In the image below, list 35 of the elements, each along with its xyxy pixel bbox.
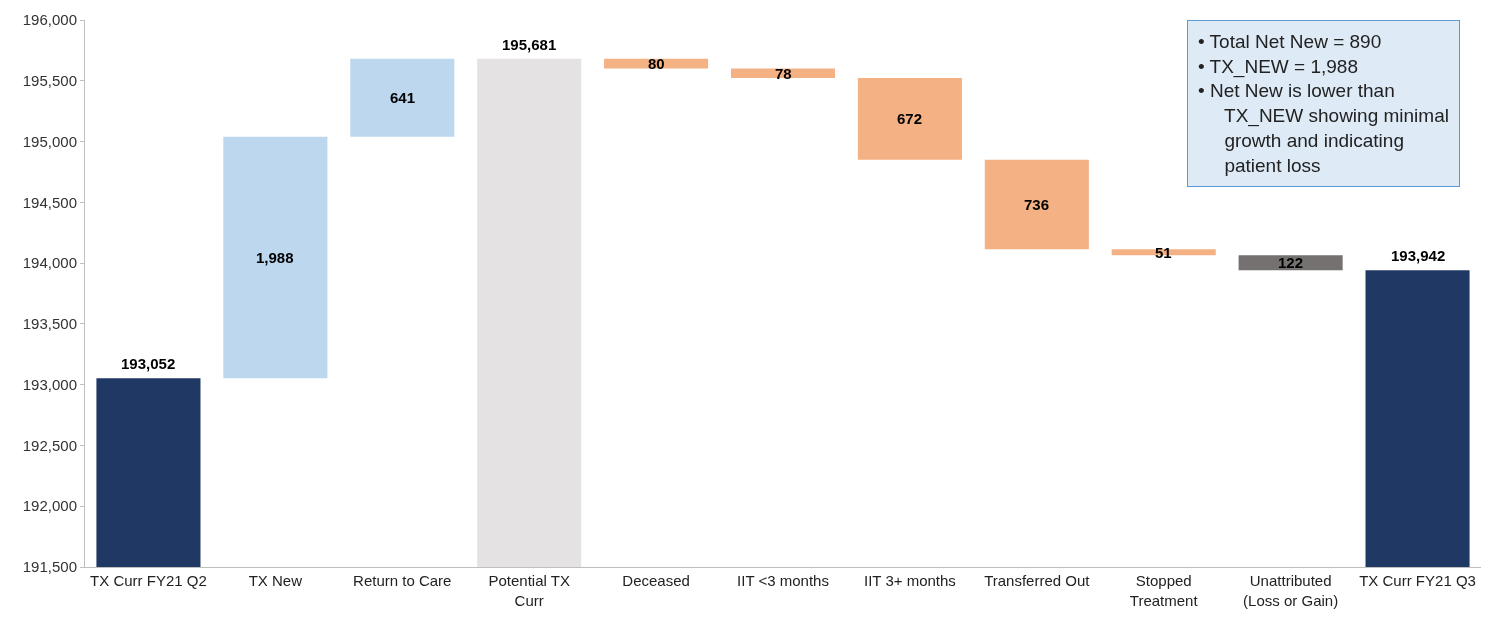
y-tick-label: 194,000: [22, 254, 77, 272]
annotation: • Net New is lower than TX_NEW showing minimal growth and indicating patient loss: [1198, 80, 1449, 176]
y-tick-label: 192,500: [22, 436, 77, 454]
data-label: 1,988: [256, 249, 294, 266]
data-label: 80: [648, 55, 665, 72]
y-tick-label: 194,500: [22, 193, 77, 211]
data-label: 51: [1155, 244, 1172, 261]
x-tick-label: Potential TX Curr: [488, 572, 570, 609]
x-tick-label: Return to Care: [353, 572, 452, 589]
y-tick-label: 193,000: [22, 375, 77, 393]
x-tick-label: TX New: [248, 572, 303, 589]
data-label: 736: [1024, 196, 1050, 213]
data-label: 193,052: [121, 355, 176, 372]
x-tick-label: IIT 3+ months: [863, 572, 956, 589]
data-label: 193,942: [1391, 247, 1446, 264]
annotation: • Total Net New = 890: [1198, 31, 1382, 52]
x-tick-label: TX Curr FY21 Q2: [90, 572, 207, 589]
x-tick-label: Deceased: [622, 572, 690, 589]
x-tick-label: IIT <3 months: [737, 572, 829, 589]
x-tick-label: Transferred Out: [984, 572, 1091, 589]
y-tick-label: 195,500: [22, 72, 77, 90]
y-tick-label: 193,500: [22, 315, 77, 333]
x-tick-label: Stopped Treatment: [1129, 572, 1199, 609]
data-label: 195,681: [502, 36, 557, 53]
x-tick-label: TX Curr FY21 Q3: [1359, 572, 1476, 589]
data-label: 672: [897, 110, 923, 127]
x-tick-label: Unattributed (Loss or Gain): [1243, 572, 1339, 609]
data-label: 641: [390, 89, 416, 106]
y-tick-label: 195,000: [22, 132, 77, 150]
y-tick-label: 196,000: [22, 11, 77, 29]
data-label: 78: [775, 65, 792, 82]
y-tick-label: 191,500: [22, 558, 77, 576]
data-label: 122: [1278, 254, 1304, 271]
y-tick-label: 192,000: [22, 497, 77, 515]
annotation: • TX_NEW = 1,988: [1198, 55, 1358, 78]
